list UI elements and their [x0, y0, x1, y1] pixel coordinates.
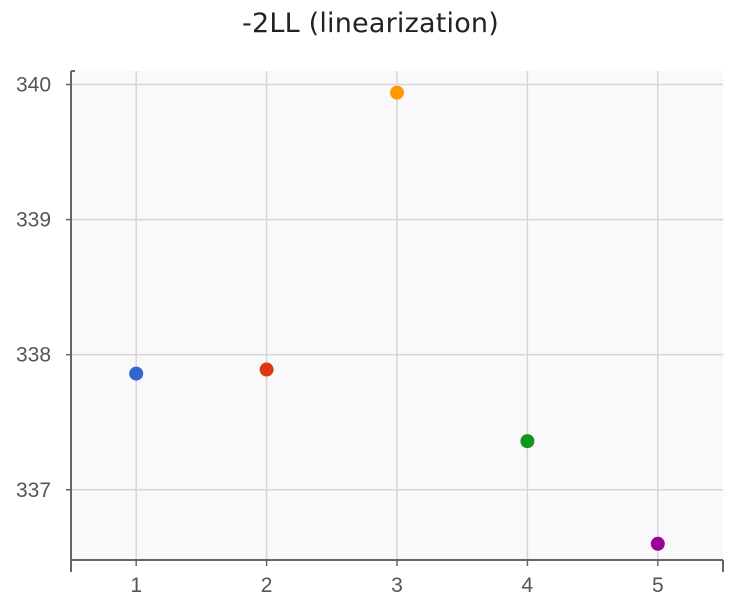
y-tick-label: 339 [16, 209, 51, 232]
data-point [129, 366, 144, 381]
x-tick-label: 4 [522, 574, 534, 597]
x-tick-label: 3 [391, 574, 403, 597]
x-tick-label: 1 [130, 574, 142, 597]
data-point [650, 536, 665, 551]
data-point [520, 434, 535, 449]
x-tick-label: 5 [652, 574, 664, 597]
y-tick-label: 340 [16, 74, 51, 97]
data-point [259, 362, 274, 377]
x-tick-label: 2 [261, 574, 273, 597]
y-tick-label: 338 [16, 344, 51, 367]
data-point [390, 85, 404, 100]
y-tick-label: 337 [16, 479, 51, 502]
chart-title: -2LL (linearization) [242, 8, 499, 39]
